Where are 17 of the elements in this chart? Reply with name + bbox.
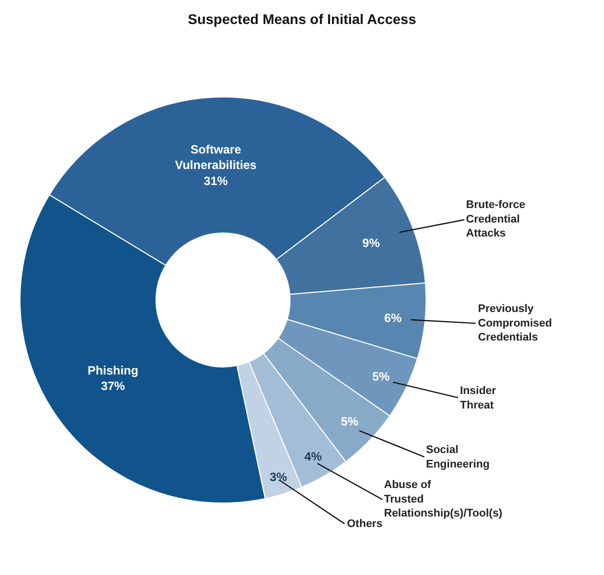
data-label: 5% [372,369,390,384]
data-label: 4% [304,449,322,464]
slice-label: Software Vulnerabilities [175,142,257,172]
slice-label: Insider Threat [460,385,497,412]
slice-label: Abuse of Trusted Relationship(s)/Tool(s) [384,479,503,520]
slice-label: Phishing [88,363,138,378]
data-label: 5% [340,414,359,429]
slice-label: Others [347,518,382,530]
slice-label: Previously Compromised Credentials [478,303,552,344]
chart-title: Suspected Means of Initial Access [188,11,416,28]
data-label: 31% [204,174,228,188]
slice-label: Social Engineering [426,444,490,470]
data-label: 37% [100,379,126,394]
slice-label: Brute-force Credential Attacks [466,199,526,240]
data-label: 3% [270,470,288,484]
data-label: 6% [384,310,402,325]
data-label: 9% [362,236,380,250]
